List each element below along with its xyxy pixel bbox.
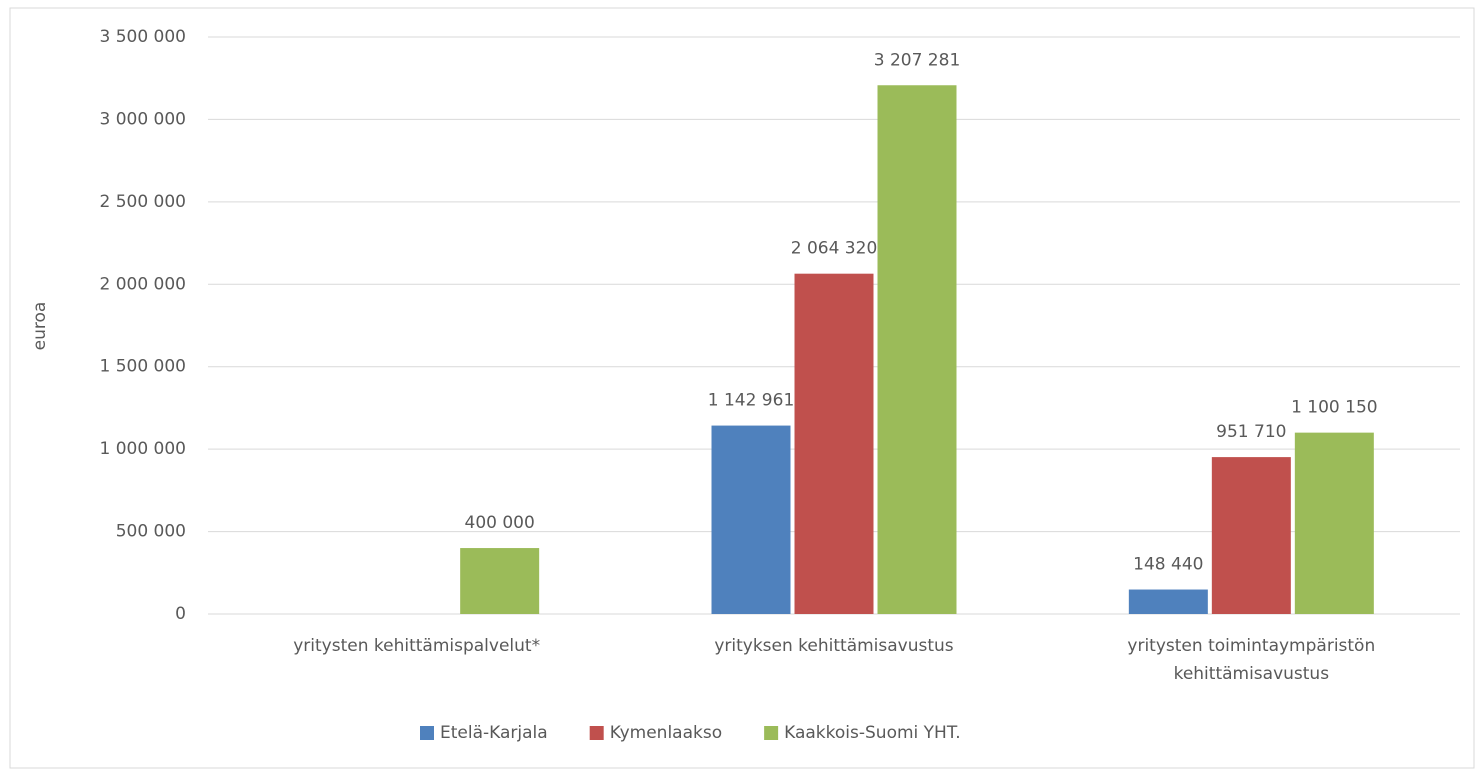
bar — [794, 273, 874, 614]
data-label: 951 710 — [1216, 422, 1286, 442]
legend-swatch — [420, 726, 434, 740]
data-label: 1 142 961 — [708, 391, 795, 411]
y-tick-label: 1 000 000 — [99, 439, 186, 459]
data-label: 1 100 150 — [1291, 398, 1378, 418]
bar — [1294, 432, 1374, 614]
legend-label: Kaakkois-Suomi YHT. — [784, 723, 960, 743]
bar — [1211, 457, 1291, 614]
x-tick-label: yritysten toimintaympäristön kehittämisa… — [1127, 636, 1376, 684]
y-tick-label: 2 000 000 — [99, 274, 186, 294]
y-tick-label: 1 500 000 — [99, 357, 186, 377]
legend-label: Etelä-Karjala — [440, 723, 548, 743]
y-axis-label: euroa — [30, 302, 50, 351]
y-tick-label: 3 500 000 — [99, 27, 186, 47]
data-label: 148 440 — [1133, 555, 1203, 575]
x-tick-label: yritysten kehittämispalvelut* — [293, 636, 541, 656]
x-tick-label: yrityksen kehittämisavustus — [714, 636, 954, 656]
bar — [877, 85, 957, 614]
bar — [1128, 589, 1208, 614]
data-label: 400 000 — [465, 513, 535, 533]
legend-swatch — [764, 726, 779, 740]
bar — [711, 425, 791, 614]
legend-label: Kymenlaakso — [610, 723, 722, 743]
y-tick-label: 500 000 — [116, 522, 186, 542]
bar — [460, 548, 540, 614]
chart-border — [9, 7, 1475, 769]
legend-swatch — [589, 726, 604, 740]
y-tick-label: 3 000 000 — [99, 109, 186, 129]
y-tick-label: 0 — [175, 604, 186, 624]
y-tick-label: 2 500 000 — [99, 192, 186, 212]
data-label: 3 207 281 — [874, 50, 961, 70]
data-label: 2 064 320 — [791, 239, 878, 259]
